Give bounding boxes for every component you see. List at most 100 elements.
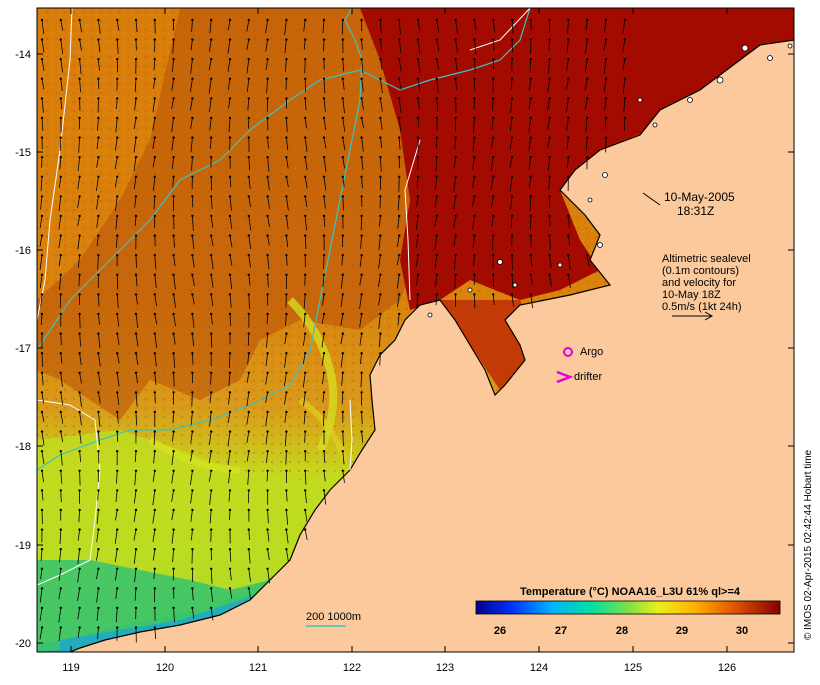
velocity-vector-origin bbox=[398, 176, 400, 178]
colorbar-tick-label: 29 bbox=[676, 625, 688, 637]
velocity-vector-origin bbox=[342, 97, 344, 99]
velocity-vector-origin bbox=[473, 195, 475, 197]
velocity-vector-origin bbox=[342, 176, 344, 178]
velocity-vector-origin bbox=[135, 587, 137, 589]
velocity-vector-origin bbox=[360, 19, 362, 21]
velocity-vector-origin bbox=[154, 117, 156, 119]
altimetry-line-3: and velocity for bbox=[662, 277, 736, 289]
velocity-vector-origin bbox=[323, 430, 325, 432]
velocity-vector-origin bbox=[266, 568, 268, 570]
velocity-vector-origin bbox=[78, 548, 80, 550]
velocity-vector-origin bbox=[342, 58, 344, 60]
velocity-vector bbox=[267, 314, 268, 324]
y-tick-label: -20 bbox=[15, 638, 31, 650]
velocity-vector-origin bbox=[97, 215, 99, 217]
velocity-vector-origin bbox=[304, 136, 306, 138]
velocity-vector-origin bbox=[97, 58, 99, 60]
colorbar-tick-label: 26 bbox=[494, 625, 506, 637]
velocity-vector-origin bbox=[266, 548, 268, 550]
velocity-vector-origin bbox=[229, 352, 231, 354]
velocity-vector-origin bbox=[567, 136, 569, 138]
velocity-vector-origin bbox=[548, 234, 550, 236]
velocity-vector-origin bbox=[135, 19, 137, 21]
velocity-vector-origin bbox=[154, 607, 156, 609]
velocity-vector-origin bbox=[97, 97, 99, 99]
velocity-vector-origin bbox=[172, 489, 174, 491]
y-tick-label: -19 bbox=[15, 540, 31, 552]
velocity-vector-origin bbox=[436, 117, 438, 119]
velocity-vector-origin bbox=[304, 293, 306, 295]
velocity-vector-origin bbox=[210, 176, 212, 178]
velocity-vector-origin bbox=[360, 156, 362, 158]
velocity-vector-origin bbox=[135, 450, 137, 452]
velocity-vector-origin bbox=[548, 254, 550, 256]
velocity-vector-origin bbox=[511, 215, 513, 217]
x-tick-label: 121 bbox=[249, 662, 267, 674]
velocity-vector-origin bbox=[473, 78, 475, 80]
velocity-vector-origin bbox=[285, 156, 287, 158]
velocity-vector-origin bbox=[78, 195, 80, 197]
velocity-vector-origin bbox=[248, 274, 250, 276]
velocity-vector-origin bbox=[473, 274, 475, 276]
velocity-vector-origin bbox=[248, 528, 250, 530]
velocity-vector-origin bbox=[191, 38, 193, 40]
velocity-vector-origin bbox=[436, 215, 438, 217]
velocity-vector-origin bbox=[304, 58, 306, 60]
velocity-vector-origin bbox=[605, 58, 607, 60]
velocity-vector-origin bbox=[360, 58, 362, 60]
velocity-vector-origin bbox=[210, 293, 212, 295]
velocity-vector-origin bbox=[97, 195, 99, 197]
velocity-vector-origin bbox=[41, 58, 43, 60]
velocity-vector-origin bbox=[454, 136, 456, 138]
velocity-vector-origin bbox=[285, 117, 287, 119]
velocity-vector-origin bbox=[454, 19, 456, 21]
velocity-vector-origin bbox=[78, 254, 80, 256]
velocity-vector-origin bbox=[417, 136, 419, 138]
velocity-vector-origin bbox=[116, 58, 118, 60]
velocity-vector-origin bbox=[135, 97, 137, 99]
velocity-vector-origin bbox=[342, 332, 344, 334]
velocity-vector-origin bbox=[210, 254, 212, 256]
velocity-vector-origin bbox=[304, 430, 306, 432]
velocity-vector-origin bbox=[304, 450, 306, 452]
velocity-vector-origin bbox=[210, 38, 212, 40]
velocity-vector-origin bbox=[248, 176, 250, 178]
velocity-vector-origin bbox=[436, 19, 438, 21]
velocity-vector-origin bbox=[323, 234, 325, 236]
velocity-vector-origin bbox=[60, 274, 62, 276]
velocity-vector-origin bbox=[41, 136, 43, 138]
velocity-vector-origin bbox=[135, 528, 137, 530]
velocity-vector-origin bbox=[285, 293, 287, 295]
argo-label: Argo bbox=[580, 346, 603, 358]
velocity-vector-origin bbox=[116, 234, 118, 236]
velocity-vector-origin bbox=[229, 254, 231, 256]
velocity-vector-origin bbox=[210, 332, 212, 334]
velocity-vector-origin bbox=[229, 568, 231, 570]
velocity-vector-origin bbox=[454, 156, 456, 158]
velocity-vector-origin bbox=[135, 548, 137, 550]
velocity-vector-origin bbox=[210, 587, 212, 589]
velocity-vector-origin bbox=[172, 587, 174, 589]
velocity-vector-origin bbox=[135, 509, 137, 511]
velocity-vector-origin bbox=[154, 38, 156, 40]
velocity-vector-origin bbox=[454, 58, 456, 60]
velocity-vector-origin bbox=[342, 38, 344, 40]
velocity-vector-origin bbox=[97, 568, 99, 570]
velocity-vector-origin bbox=[135, 156, 137, 158]
velocity-vector-origin bbox=[191, 450, 193, 452]
velocity-vector-origin bbox=[511, 254, 513, 256]
velocity-vector-origin bbox=[266, 38, 268, 40]
velocity-vector-origin bbox=[473, 215, 475, 217]
velocity-vector-origin bbox=[379, 117, 381, 119]
velocity-vector-origin bbox=[41, 117, 43, 119]
map-area[interactable] bbox=[37, 8, 794, 652]
velocity-vector-origin bbox=[454, 176, 456, 178]
y-tick-label: -15 bbox=[15, 147, 31, 159]
velocity-vector-origin bbox=[342, 293, 344, 295]
velocity-vector-origin bbox=[172, 215, 174, 217]
velocity-vector-origin bbox=[78, 78, 80, 80]
velocity-vector-origin bbox=[97, 176, 99, 178]
velocity-vector-origin bbox=[135, 195, 137, 197]
velocity-vector-origin bbox=[398, 117, 400, 119]
velocity-vector-origin bbox=[78, 626, 80, 628]
